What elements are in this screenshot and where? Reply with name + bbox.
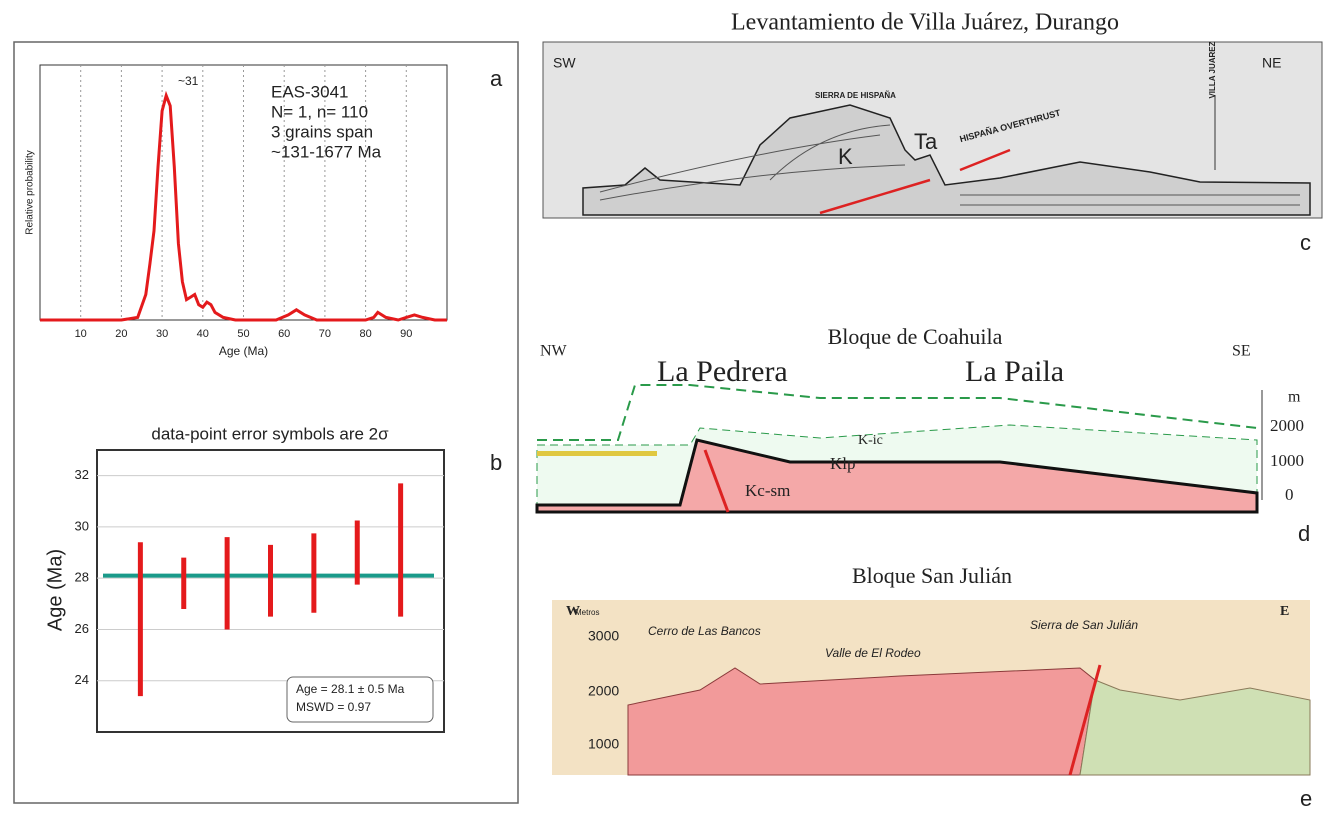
x-tick-label: 60: [278, 328, 290, 340]
label: K: [838, 144, 853, 169]
plot-area: [96, 449, 445, 733]
label: Ta: [914, 129, 938, 154]
y-axis-label: Age (Ma): [44, 549, 66, 631]
label: Cerro de Las Bancos: [648, 624, 761, 638]
stats-text: Age = 28.1 ± 0.5 Ma: [296, 682, 405, 696]
label: 0: [1285, 485, 1294, 504]
x-tick-label: 80: [359, 328, 371, 340]
label: K-ic: [858, 433, 883, 448]
info-text: EAS-3041: [271, 82, 349, 101]
x-tick-label: 30: [156, 328, 168, 340]
fault: [703, 449, 730, 513]
fault: [1068, 664, 1102, 776]
y-tick-label: 32: [75, 467, 89, 482]
panel-label: d: [1298, 521, 1310, 546]
info-text: ~131-1677 Ma: [271, 142, 382, 161]
label: La Pedrera: [657, 355, 788, 388]
section-title: Levantamiento de Villa Juárez, Durango: [731, 10, 1119, 36]
label: 1000: [588, 736, 619, 752]
section-title: Bloque San Julián: [852, 563, 1012, 588]
label: NW: [540, 343, 568, 360]
density-line: [40, 90, 447, 322]
basement: [535, 438, 1259, 514]
label: 1000: [1270, 451, 1304, 470]
label: Metros: [575, 608, 599, 617]
label: Valle de El Rodeo: [825, 646, 921, 660]
stats-text: MSWD = 0.97: [296, 700, 371, 714]
stats-box: [286, 676, 434, 723]
fault: [819, 148, 1011, 215]
section-c: Levantamiento de Villa Juárez, Durango S…: [542, 10, 1323, 219]
info-text: N= 1, n= 110: [271, 102, 368, 121]
label: W: [566, 604, 580, 619]
panel-label: b: [490, 450, 502, 475]
label: SIERRA DE HISPAÑA: [815, 91, 896, 100]
label: VILLA JUAREZ: [1208, 41, 1217, 98]
label: 2000: [588, 683, 619, 699]
label: NE: [1262, 55, 1281, 71]
frame: [13, 41, 519, 804]
section-e: Bloque San Julián W E Metros 3000 2000 1…: [552, 563, 1311, 776]
y-tick-label: 26: [75, 621, 89, 636]
label: La Paila: [965, 355, 1064, 388]
x-tick-label: 20: [115, 328, 127, 340]
section-rock: [582, 104, 1311, 216]
label: 3000: [588, 628, 619, 644]
annotation: ~31: [178, 74, 199, 88]
label: E: [1280, 604, 1289, 619]
panel-label: e: [1300, 786, 1312, 811]
x-tick-label: 50: [237, 328, 249, 340]
y-tick-label: 28: [75, 570, 89, 585]
chart-title: data-point error symbols are 2σ: [151, 424, 389, 443]
label: Kc-sm: [745, 481, 790, 500]
section-strata: [599, 124, 1300, 206]
sediments: [1079, 679, 1311, 776]
x-tick-label: 70: [319, 328, 331, 340]
x-tick-label: 10: [75, 328, 87, 340]
label: SW: [553, 55, 576, 71]
label: 2000: [1270, 416, 1304, 435]
label: SE: [1232, 343, 1251, 360]
info-text: 3 grains span: [271, 122, 373, 141]
section-title: Bloque de Coahuila: [828, 324, 1003, 349]
panel-label: a: [490, 66, 503, 91]
y-tick-label: 30: [75, 518, 89, 533]
eroded-profile: [537, 384, 1258, 441]
x-tick-label: 40: [197, 328, 209, 340]
label: m: [1288, 389, 1301, 406]
section-d: Bloque de Coahuila NW SE La Pedrera La P…: [535, 324, 1304, 514]
label: Sierra de San Julián: [1030, 618, 1138, 632]
sand-layer: [537, 451, 657, 456]
x-tick-label: 90: [400, 328, 412, 340]
panel-label: c: [1300, 230, 1311, 255]
y-tick-label: 24: [75, 672, 89, 687]
y-axis-label: Relative probability: [25, 150, 36, 235]
x-axis-label: Age (Ma): [219, 344, 268, 358]
label: Klp: [830, 454, 856, 473]
